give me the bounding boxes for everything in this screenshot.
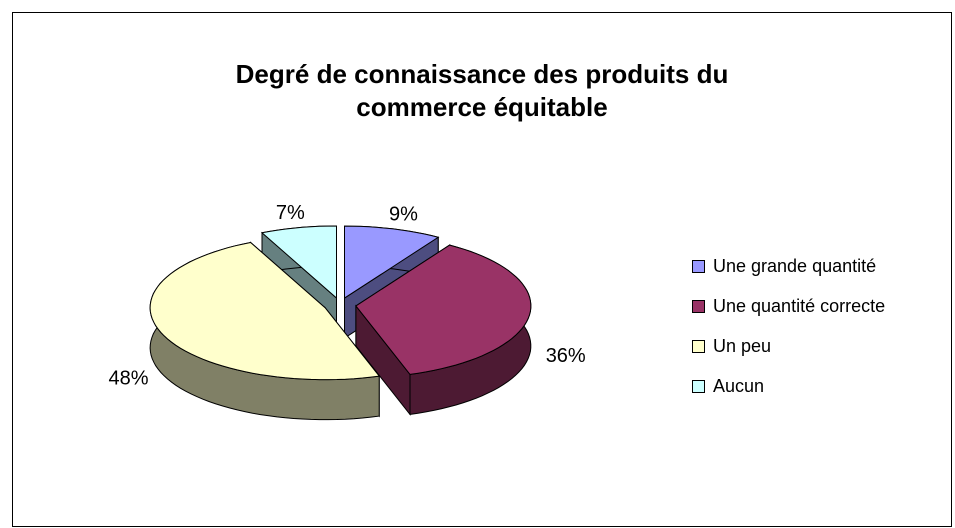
slice-top [260, 225, 337, 300]
slice-top [149, 241, 381, 381]
data-label: 7% [276, 202, 305, 224]
slice-top [355, 244, 532, 375]
legend-label: Une quantité correcte [713, 296, 885, 316]
legend-swatch [692, 340, 705, 353]
legend-label: Aucun [713, 376, 764, 396]
pie-slice [355, 244, 532, 416]
chart-title: Degré de connaissance des produits du [236, 59, 729, 89]
legend-label: Une grande quantité [713, 256, 876, 276]
chart-title: commerce équitable [356, 92, 607, 122]
data-label: 9% [389, 203, 418, 225]
slice-top [344, 225, 440, 300]
legend-swatch [692, 300, 705, 313]
legend-swatch [692, 260, 705, 273]
data-label: 48% [108, 368, 148, 390]
pie-slice [149, 241, 381, 421]
legend-swatch [692, 380, 705, 393]
legend-label: Un peu [713, 336, 771, 356]
data-label: 36% [546, 345, 586, 367]
